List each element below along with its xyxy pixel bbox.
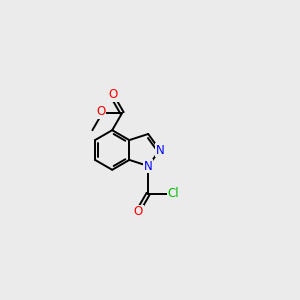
Text: O: O <box>134 205 143 218</box>
Text: N: N <box>155 143 164 157</box>
Text: Cl: Cl <box>168 187 179 200</box>
Text: O: O <box>109 88 118 101</box>
Text: N: N <box>144 160 153 172</box>
Text: O: O <box>97 105 106 119</box>
